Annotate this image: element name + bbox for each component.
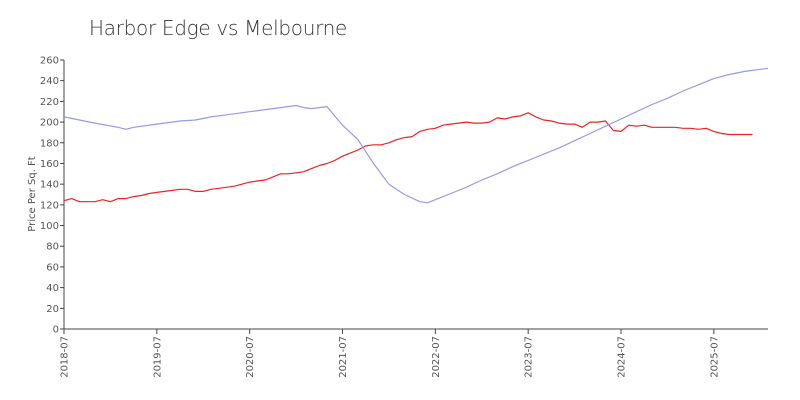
y-tick-label: 240 bbox=[40, 76, 59, 87]
y-tick-label: 140 bbox=[40, 180, 59, 191]
y-tick-label: 100 bbox=[40, 221, 59, 232]
x-tick-label: 2019-07 bbox=[152, 336, 163, 378]
x-tick-label: 2022-07 bbox=[431, 336, 442, 378]
y-tick-label: 20 bbox=[46, 304, 59, 315]
x-tick-label: 2023-07 bbox=[524, 336, 535, 378]
y-tick-label: 80 bbox=[46, 242, 59, 253]
y-tick-label: 60 bbox=[46, 262, 59, 273]
chart-title: Harbor Edge vs Melbourne bbox=[89, 16, 348, 40]
x-tick-label: 2018-07 bbox=[60, 336, 71, 378]
y-tick-label: 200 bbox=[40, 118, 59, 129]
x-tick-label: 2025-07 bbox=[709, 336, 720, 378]
y-tick-label: 220 bbox=[40, 97, 59, 108]
y-tick-label: 160 bbox=[40, 159, 59, 170]
series-line-1 bbox=[63, 112, 753, 203]
plot-area: 0 20 40 60 80 100 120 140 160 180 200 220 240 260 2018… bbox=[40, 56, 769, 378]
y-tick-label: 40 bbox=[46, 283, 59, 294]
y-tick-label: 120 bbox=[40, 200, 59, 211]
y-axis-label: Price Per Sq. Ft bbox=[27, 156, 38, 231]
y-tick-label: 260 bbox=[40, 56, 59, 67]
series-line-2 bbox=[63, 67, 769, 204]
y-tick-label: 180 bbox=[40, 138, 59, 149]
y-tick-label: 0 bbox=[53, 325, 59, 336]
x-tick-label: 2021-07 bbox=[338, 336, 349, 378]
x-tick-label: 2020-07 bbox=[245, 336, 256, 378]
x-tick-label: 2024-07 bbox=[617, 336, 628, 378]
